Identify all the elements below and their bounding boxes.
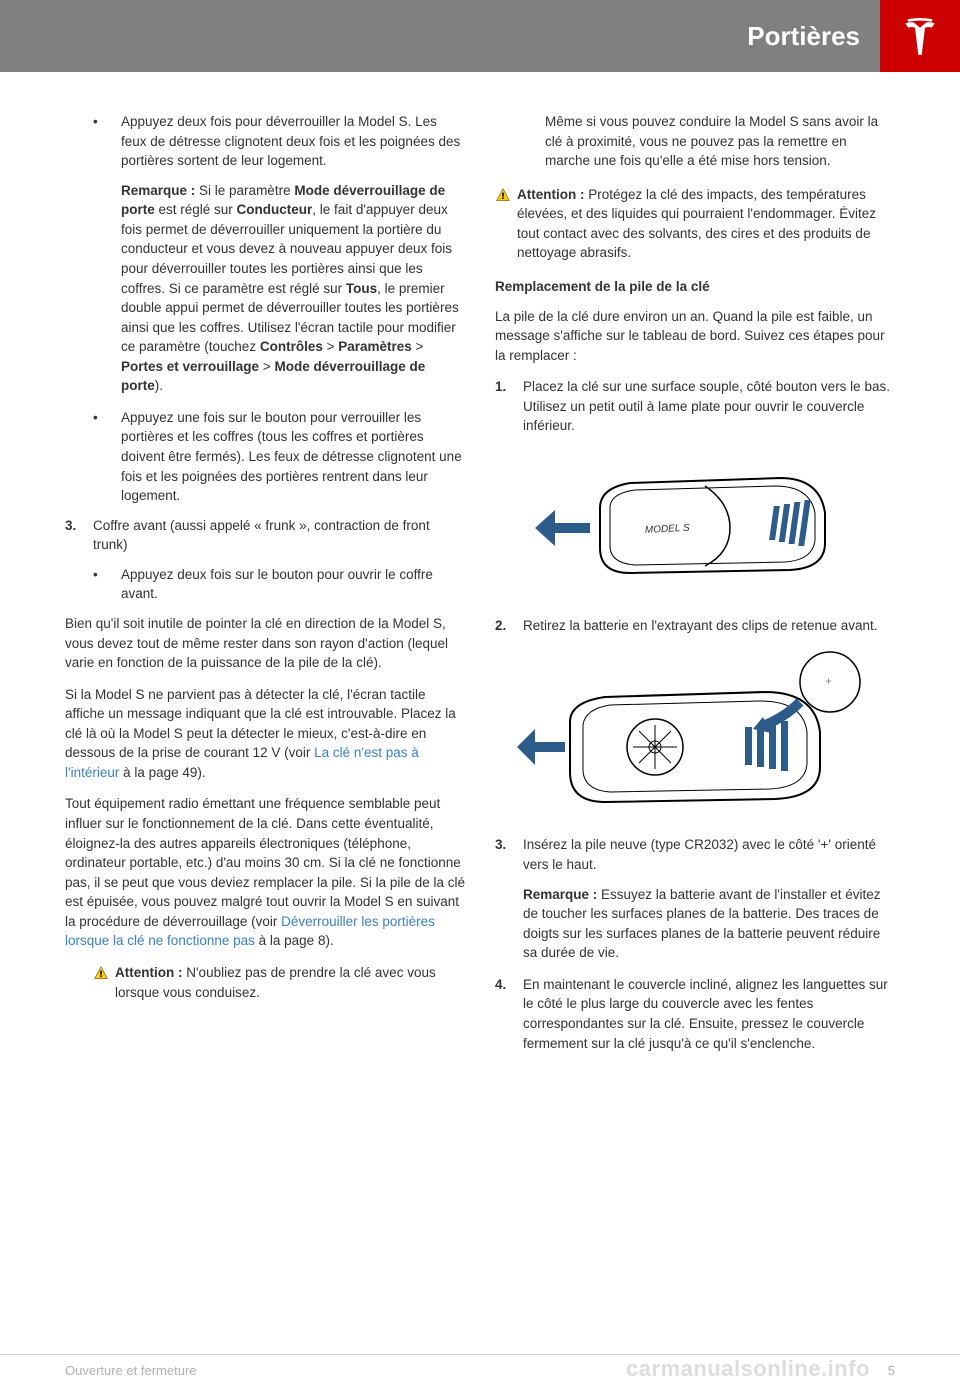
brand-logo [880,0,960,72]
bullet-marker: • [93,112,121,171]
step-number: 2. [495,616,523,636]
page-header: Portières [0,0,960,72]
bullet-text: Appuyez deux fois pour déverrouiller la … [121,112,465,171]
bullet-marker: • [93,565,121,604]
step-number: 1. [495,377,523,436]
continuation-text: Même si vous pouvez conduire la Model S … [495,112,895,171]
warning-icon [495,185,517,263]
step-number: 3. [495,835,523,874]
numbered-item: 2. Retirez la batterie en l'extrayant de… [495,616,895,636]
step-text: Coffre avant (aussi appelé « frunk », co… [93,516,465,555]
remarque-label: Remarque : [121,183,195,198]
step-number: 4. [495,975,523,1053]
step-text: Placez la clé sur une surface souple, cô… [523,377,895,436]
attention-text: Attention : Protégez la clé des impacts,… [517,185,895,263]
remarque-block: Remarque : Essuyez la batterie avant de … [495,885,895,963]
paragraph: Bien qu'il soit inutile de pointer la cl… [65,614,465,673]
page-footer: Ouverture et fermeture 5 [0,1354,960,1378]
bullet-item: • Appuyez deux fois pour déverrouiller l… [93,112,465,171]
numbered-item: 4. En maintenant le couvercle incliné, a… [495,975,895,1053]
svg-text:MODEL S: MODEL S [645,523,691,536]
page-number: 5 [888,1363,895,1378]
svg-text:+: + [825,674,832,688]
right-column: Même si vous pouvez conduire la Model S … [495,112,895,1063]
remarque-block: Remarque : Si le paramètre Mode déverrou… [93,181,465,396]
step-text: En maintenant le couvercle incliné, alig… [523,975,895,1053]
key-fob-illustration-1: MODEL S [495,448,895,598]
bullet-text: Appuyez deux fois sur le bouton pour ouv… [121,565,465,604]
numbered-item: 1. Placez la clé sur une surface souple,… [495,377,895,436]
bullet-text: Appuyez une fois sur le bouton pour verr… [121,408,465,506]
bullet-item: • Appuyez deux fois sur le bouton pour o… [93,565,465,604]
warning-icon [93,963,115,1002]
paragraph: Si la Model S ne parvient pas à détecter… [65,685,465,783]
attention-block: Attention : N'oubliez pas de prendre la … [65,963,465,1002]
section-heading: Remplacement de la pile de la clé [495,277,895,297]
content-area: • Appuyez deux fois pour déverrouiller l… [0,72,960,1063]
key-fob-illustration-2: + [495,647,895,817]
paragraph: La pile de la clé dure environ un an. Qu… [495,307,895,366]
bullet-item: • Appuyez une fois sur le bouton pour ve… [93,408,465,506]
page-title: Portières [747,21,860,52]
step-text: Insérez la pile neuve (type CR2032) avec… [523,835,895,874]
numbered-item: 3. Coffre avant (aussi appelé « frunk »,… [65,516,465,555]
footer-section-title: Ouverture et fermeture [65,1363,197,1378]
step-text: Retirez la batterie en l'extrayant des c… [523,616,895,636]
bullet-marker: • [93,408,121,506]
paragraph: Tout équipement radio émettant une fréqu… [65,794,465,951]
numbered-item: 3. Insérez la pile neuve (type CR2032) a… [495,835,895,874]
tesla-logo-icon [899,15,941,57]
attention-block: Attention : Protégez la clé des impacts,… [495,185,895,263]
step-number: 3. [65,516,93,555]
attention-text: Attention : N'oubliez pas de prendre la … [115,963,465,1002]
left-column: • Appuyez deux fois pour déverrouiller l… [65,112,465,1063]
